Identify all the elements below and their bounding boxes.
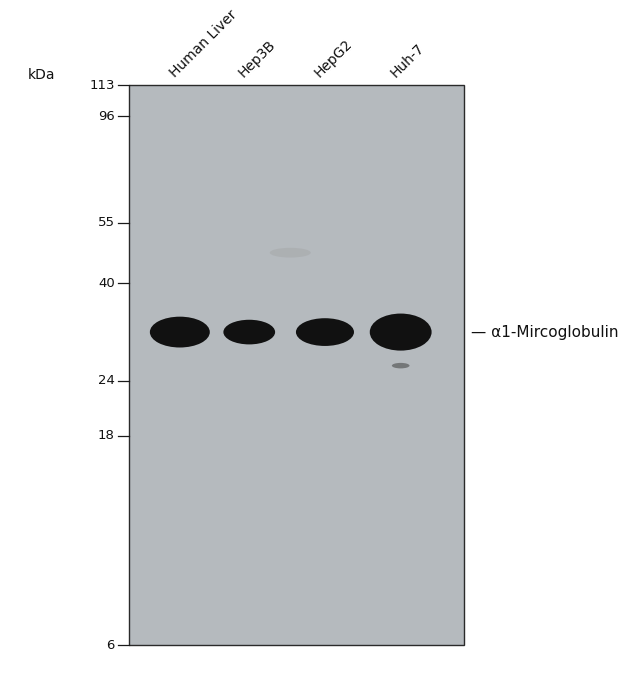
Text: 6: 6 [107,639,115,652]
Text: Huh-7: Huh-7 [387,41,427,80]
Ellipse shape [296,318,354,346]
Text: Human Liver: Human Liver [167,8,239,80]
Text: — α1-Mircoglobulin: — α1-Mircoglobulin [471,324,619,339]
Text: HepG2: HepG2 [312,37,355,80]
Ellipse shape [270,248,310,257]
Ellipse shape [370,313,432,350]
Text: 113: 113 [90,79,115,92]
Text: 18: 18 [98,430,115,443]
Ellipse shape [223,320,275,344]
Ellipse shape [150,317,209,348]
Text: 24: 24 [98,374,115,387]
Text: 55: 55 [98,217,115,229]
Text: 40: 40 [98,277,115,290]
Ellipse shape [392,363,410,368]
Text: 96: 96 [98,110,115,123]
Bar [129,85,464,645]
Text: kDa: kDa [27,68,55,82]
Text: Hep3B: Hep3B [236,38,279,80]
